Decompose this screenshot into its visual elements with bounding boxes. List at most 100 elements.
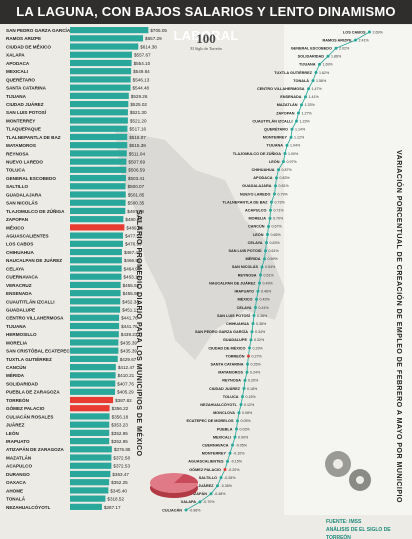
point-city-label: ZAPOPAN (276, 111, 295, 115)
bar (70, 109, 128, 116)
point-city-label: MORELIA (248, 217, 266, 221)
line-point (256, 289, 260, 293)
point-value-label: 2.69% (373, 30, 384, 34)
bar-category-label: TIJUANA (6, 94, 27, 99)
bar-category-label: APODACA (6, 61, 30, 66)
bar-category-label: ENSENADA (6, 291, 32, 296)
bar-value-label: $500.35 (128, 201, 145, 206)
bar-category-label: OAXACA (6, 480, 27, 485)
line-point (243, 378, 247, 382)
bar-category-label: XALAPA (6, 53, 25, 58)
bar (70, 207, 126, 215)
bar-value-label: $500.07 (128, 184, 145, 189)
point-value-label: 0.25% (251, 362, 262, 366)
bar-category-label: CELAYA (6, 266, 25, 271)
bar-value-label: $372.53 (113, 464, 130, 469)
bar-category-label: GENERAL ESCOBEDO (6, 176, 56, 181)
line-point (274, 184, 277, 188)
point-value-label: 0.73% (275, 200, 286, 204)
bar-category-label: GUADALAJARA (6, 192, 42, 197)
bar (70, 487, 109, 494)
bar-category-label: LEÓN (6, 429, 19, 436)
point-value-label: 0.34% (255, 330, 266, 334)
bar-category-label: REYNOSA (6, 151, 29, 156)
point-value-label: 0.43% (260, 298, 271, 302)
bar (70, 240, 123, 247)
bar-value-label: $517.16 (129, 127, 146, 132)
analysis-text: ANÁLISIS DE EL SIGLO DE TORREÓN (326, 527, 391, 539)
bar-category-label: MÉXICO (6, 223, 25, 230)
bar (70, 421, 110, 428)
point-city-label: RAMOS ARIZPE (323, 38, 352, 42)
point-city-label: MÉRIDA (246, 256, 261, 261)
point-city-label: GENERAL ESCOBEDO (291, 47, 332, 51)
point-value-label: 0.63% (270, 241, 281, 245)
bar-category-label: CENTRO VILLAHERMOSA (6, 316, 64, 321)
line-point (265, 241, 268, 245)
line-point (267, 224, 270, 228)
point-value-label: 0.79% (278, 192, 289, 196)
line-point (295, 119, 298, 123)
point-city-label: REYNOSA (222, 379, 241, 383)
bar-category-label: NEZAHUALCÓYOTL (6, 503, 51, 510)
line-point (241, 395, 244, 399)
bar-category-label: MATAMOROS (6, 143, 36, 148)
bar-value-label: $525.02 (130, 102, 147, 107)
bar-value-label: $352.95 (111, 431, 128, 436)
point-value-label: 1.27% (302, 111, 313, 115)
bar-value-label: $353.23 (111, 423, 128, 428)
point-city-label: TOLUCA (223, 395, 239, 399)
point-city-label: SAN NICOLÁS (232, 264, 259, 269)
bar (70, 405, 110, 412)
bar (70, 76, 131, 83)
bar-value-label: $529.26 (131, 94, 148, 99)
bar-value-label: $407.76 (117, 381, 134, 386)
bar-value-label: $352.95 (111, 439, 128, 444)
point-value-label: -0.35% (221, 484, 233, 488)
bar-value-label: $451.11 (122, 307, 139, 312)
point-value-label: 0.67% (272, 225, 283, 229)
bar (70, 495, 106, 502)
line-point (326, 54, 330, 58)
line-point (314, 71, 318, 75)
bar (70, 413, 110, 420)
point-value-label: 0.27% (252, 354, 263, 358)
bar-value-label: $318.52 (107, 497, 124, 502)
bar (70, 273, 122, 280)
bar-value-label: $614.38 (140, 44, 157, 49)
source-text: FUENTE: IMSS (326, 519, 362, 525)
line-point (223, 467, 227, 471)
point-value-label: 0.12% (244, 403, 255, 407)
point-value-label: 0.20% (248, 379, 259, 383)
point-city-label: XALAPA (181, 500, 197, 504)
bar-value-label: $657.29 (145, 36, 162, 41)
line-point (354, 38, 357, 42)
bar-category-label: GUADALUPE (6, 307, 35, 312)
line-point (275, 176, 278, 180)
bar-value-label: $352.25 (111, 480, 128, 485)
line-point (252, 314, 256, 318)
point-value-label: 0.41% (259, 306, 270, 310)
bar-value-label: $455.50 (123, 291, 140, 296)
point-city-label: LOS CABOS (343, 30, 366, 34)
bar (70, 117, 128, 124)
point-city-label: LEÓN (269, 159, 280, 164)
line-point (228, 451, 232, 455)
bar-value-label: $412.47 (118, 365, 135, 370)
point-city-label: GUADALAJARA (242, 184, 272, 188)
point-city-label: MATAMOROS (218, 371, 243, 375)
point-city-label: CLUDAD JUÁREZ (181, 483, 214, 488)
bar (70, 133, 128, 141)
line-point (255, 297, 258, 301)
bar (70, 306, 121, 313)
bar-category-label: PUEBLA DE ZARAGOZA (6, 390, 60, 395)
bar-value-label: $452.34 (122, 299, 139, 304)
point-city-label: REYNOSA (238, 273, 257, 277)
bar-value-label: $441.76 (121, 324, 138, 329)
line-point (245, 370, 249, 374)
bar-category-label: AHOME (6, 488, 23, 493)
point-value-label: 0.00% (238, 435, 249, 439)
bar-category-label: SAN CRISTÓBAL ECATEPEC (6, 347, 70, 354)
point-city-label: CUAUTITLÁN IZCALLI (252, 118, 292, 123)
